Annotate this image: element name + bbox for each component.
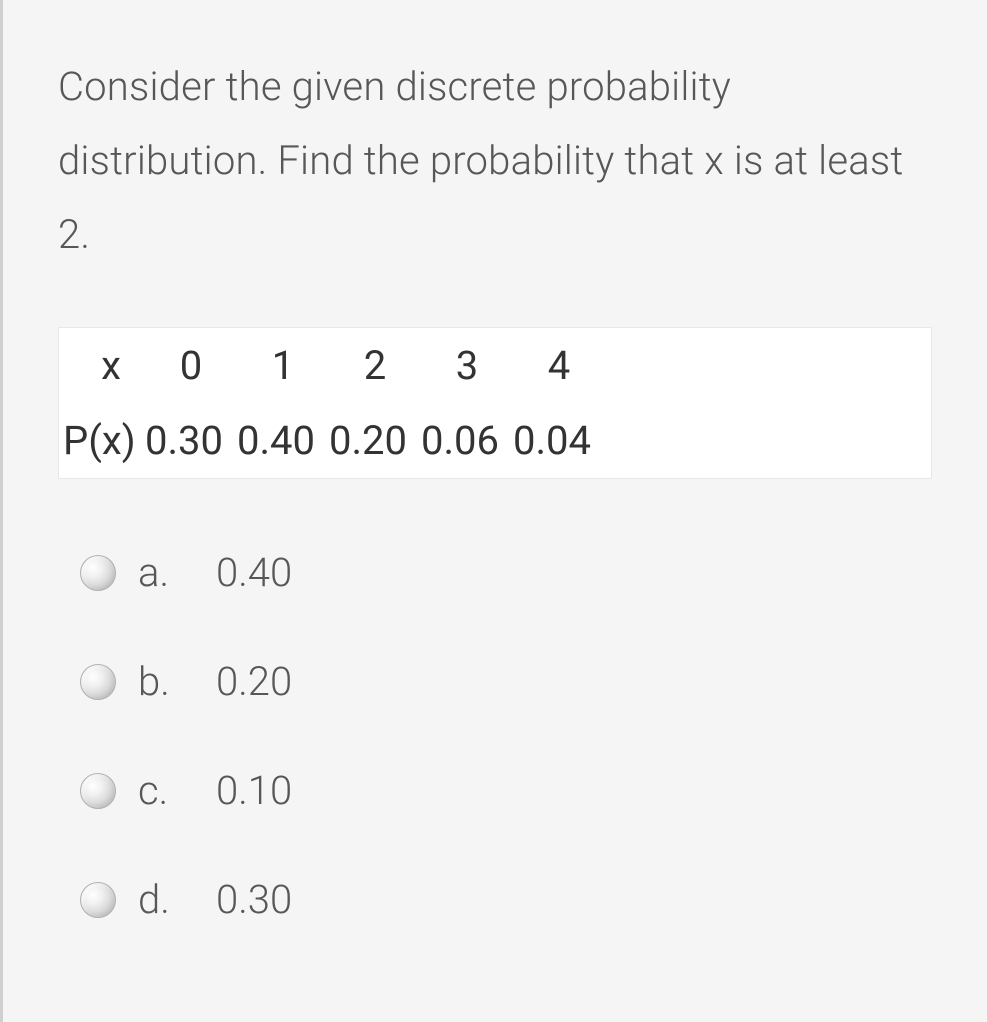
table-row-label: P(x) — [59, 417, 145, 464]
option-b[interactable]: b. 0.20 — [80, 658, 932, 705]
table-header-cell: 4 — [513, 342, 605, 389]
option-value: 0.40 — [216, 549, 292, 596]
option-letter: a. — [138, 549, 194, 596]
table-data-cell: 0.30 — [145, 417, 237, 464]
table-header-cell: 0 — [145, 342, 237, 389]
radio-button[interactable] — [80, 555, 116, 591]
radio-button[interactable] — [80, 664, 116, 700]
answer-options: a. 0.40 b. 0.20 c. 0.10 d. 0.30 — [58, 549, 932, 923]
option-value: 0.10 — [216, 767, 292, 814]
table-data-cell: 0.06 — [421, 417, 513, 464]
option-c[interactable]: c. 0.10 — [80, 767, 932, 814]
table-header-row: x 0 1 2 3 4 — [59, 342, 931, 389]
radio-button[interactable] — [80, 773, 116, 809]
option-letter: b. — [138, 658, 194, 705]
probability-table: x 0 1 2 3 4 P(x) 0.30 0.40 0.20 0.06 0.0… — [58, 327, 932, 479]
table-header-label: x — [59, 342, 145, 389]
option-letter: d. — [138, 876, 194, 923]
table-data-cell: 0.40 — [237, 417, 329, 464]
table-header-cell: 1 — [237, 342, 329, 389]
table-data-cell: 0.20 — [329, 417, 421, 464]
table-header-cell: 2 — [329, 342, 421, 389]
option-value: 0.20 — [216, 658, 292, 705]
question-text: Consider the given discrete probability … — [58, 50, 932, 272]
option-value: 0.30 — [216, 876, 292, 923]
table-data-row: P(x) 0.30 0.40 0.20 0.06 0.04 — [59, 417, 931, 464]
radio-button[interactable] — [80, 882, 116, 918]
question-container: Consider the given discrete probability … — [0, 0, 987, 1022]
table-header-cell: 3 — [421, 342, 513, 389]
option-letter: c. — [138, 767, 194, 814]
table-data-cell: 0.04 — [513, 417, 605, 464]
option-d[interactable]: d. 0.30 — [80, 876, 932, 923]
option-a[interactable]: a. 0.40 — [80, 549, 932, 596]
